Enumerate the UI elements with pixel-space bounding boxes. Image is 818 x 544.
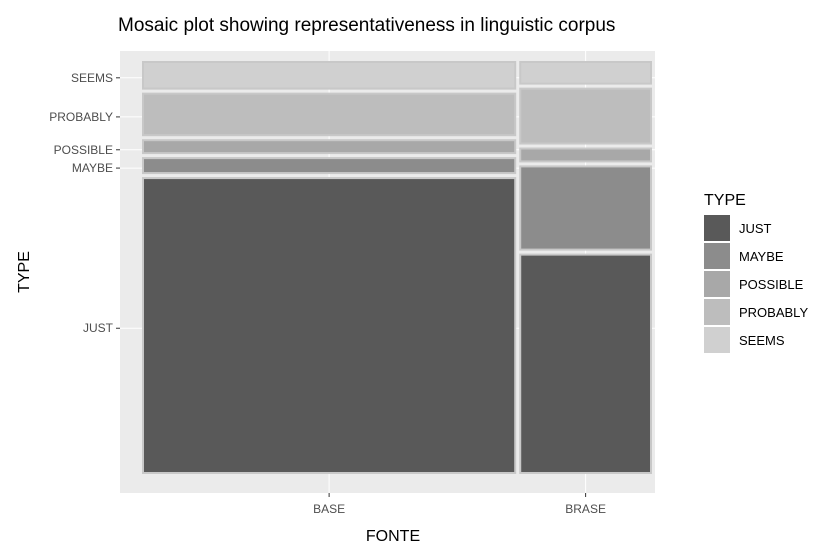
legend-label-seems: SEEMS xyxy=(739,333,785,348)
y-tick-label: MAYBE xyxy=(72,161,113,175)
legend-swatch-just xyxy=(704,215,730,241)
x-tick-label: BASE xyxy=(313,502,345,516)
x-axis-ticks: BASE BRASE xyxy=(313,493,606,516)
legend-swatch-probably xyxy=(704,299,730,325)
tile-brase-just xyxy=(519,253,652,474)
legend: TYPE JUST MAYBE POSSIBLE PROBABLY SEEMS xyxy=(704,192,808,353)
y-tick-label: SEEMS xyxy=(71,71,113,85)
legend-label-possible: POSSIBLE xyxy=(739,277,804,292)
legend-swatch-maybe xyxy=(704,243,730,269)
legend-swatch-seems xyxy=(704,327,730,353)
chart-title: Mosaic plot showing representativeness i… xyxy=(118,15,615,36)
tile-base-maybe xyxy=(142,157,517,175)
tile-base-probably xyxy=(142,92,517,137)
x-axis-title: FONTE xyxy=(366,528,420,544)
y-axis-title: TYPE xyxy=(16,251,33,293)
y-tick-label: PROBABLY xyxy=(49,110,113,124)
tile-brase-maybe xyxy=(519,165,652,251)
tile-base-seems xyxy=(142,61,517,90)
y-tick-label: JUST xyxy=(83,321,114,335)
y-axis-ticks: SEEMS PROBABLY POSSIBLE MAYBE JUST xyxy=(49,71,120,335)
tile-brase-possible xyxy=(519,147,652,163)
y-tick-label: POSSIBLE xyxy=(54,143,113,157)
tile-brase-probably xyxy=(519,87,652,145)
x-tick-label: BRASE xyxy=(565,502,606,516)
legend-swatch-possible xyxy=(704,271,730,297)
tile-base-possible xyxy=(142,139,517,155)
tile-base-just xyxy=(142,177,517,474)
legend-label-just: JUST xyxy=(739,221,772,236)
legend-label-maybe: MAYBE xyxy=(739,249,784,264)
tile-brase-seems xyxy=(519,61,652,85)
legend-label-probably: PROBABLY xyxy=(739,305,808,320)
legend-title: TYPE xyxy=(704,192,746,209)
mosaic-tiles xyxy=(142,61,652,474)
